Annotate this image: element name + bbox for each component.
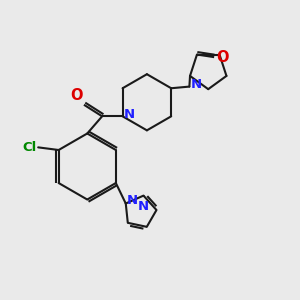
Text: N: N <box>124 108 135 121</box>
Text: N: N <box>191 78 202 92</box>
Text: N: N <box>137 200 148 213</box>
Text: O: O <box>70 88 82 103</box>
Text: N: N <box>127 194 138 207</box>
Text: O: O <box>216 50 229 65</box>
Text: Cl: Cl <box>22 141 37 154</box>
